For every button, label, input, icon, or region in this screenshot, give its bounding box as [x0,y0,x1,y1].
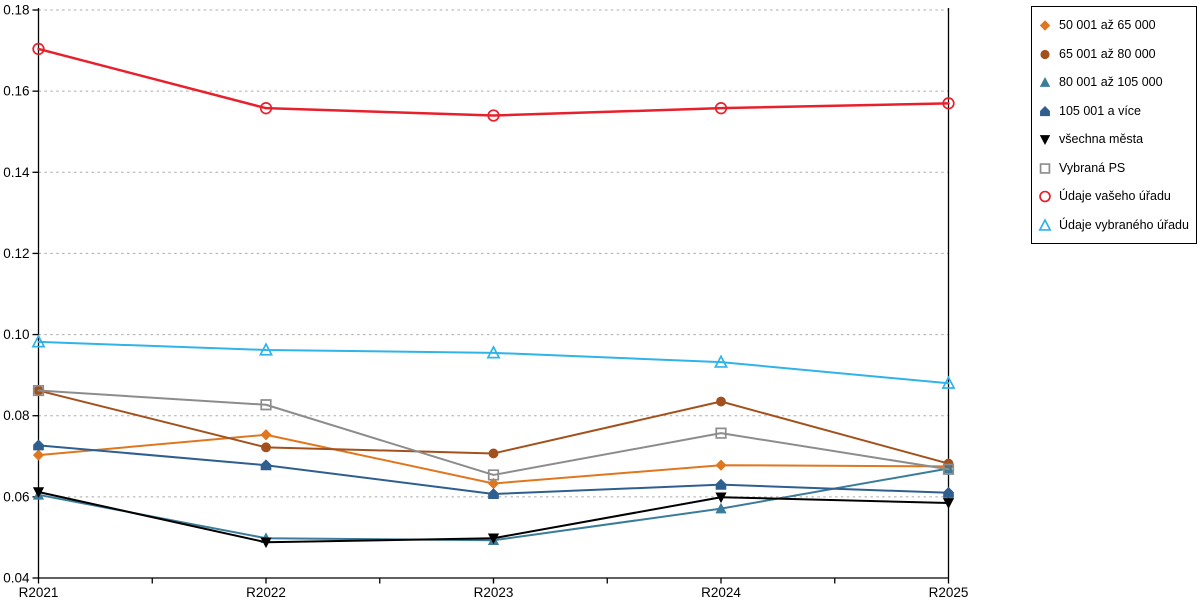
series-marker [715,478,727,490]
series-marker [486,345,501,359]
y-axis-label: 0.16 [3,84,29,99]
series-marker [942,498,955,509]
series-marker [488,488,499,500]
legend-item: Vybraná PS [1038,155,1190,181]
series-line [37,433,950,485]
series-marker [942,462,955,474]
series-marker [487,533,500,545]
legend-item: Údaje vašeho úřadu [1038,183,1190,209]
series-marker [260,399,272,411]
legend-item-label: 80 001 až 105 000 [1059,75,1163,89]
legend-item-label: Vybraná PS [1059,160,1126,175]
legend-item-label: 65 001 až 80 000 [1059,46,1156,61]
chart-legend: 50 001 až 65 000 65 001 až 80 000 80 001… [1031,6,1197,244]
legend-item: 80 001 až 105 000 [1038,69,1190,95]
series-marker [941,375,956,389]
series-marker [487,469,500,481]
y-axis-label: 0.06 [3,489,29,504]
x-axis-label: R2021 [19,585,59,600]
series-marker [1040,49,1050,59]
series-marker [715,502,727,514]
open-square-marker-icon [1039,162,1051,174]
x-axis-label: R2024 [701,585,741,600]
pentagon-marker-icon [1040,105,1050,116]
circle-marker-icon [1040,49,1050,59]
series-marker [715,459,727,471]
legend-item: všechna města [1038,126,1190,152]
series-marker [32,384,45,397]
legend-item: 105 001 a více [1038,98,1190,124]
series-marker [1039,77,1051,88]
legend-item: Údaje vybraného úřadu [1038,212,1190,238]
x-axis-label: R2023 [474,585,514,600]
triangle-down-marker-icon [1039,135,1051,146]
legend-item-label: Údaje vašeho úřadu [1059,189,1171,203]
y-axis-label: 0.18 [3,3,29,18]
series-marker [488,448,499,459]
series-marker [715,492,727,504]
series-marker [260,429,272,441]
series-marker [487,477,500,490]
series-marker [260,537,272,549]
y-axis-label: 0.14 [3,165,30,180]
series-marker [716,396,726,407]
series-marker [1039,162,1051,174]
series-marker [1040,105,1050,116]
series-line [37,340,950,385]
series-marker [32,449,45,461]
y-axis-label: 0.04 [3,571,30,586]
series-marker [260,459,272,471]
y-axis-label: 0.12 [3,246,29,261]
series-marker [258,342,274,356]
series-marker [32,42,45,56]
series-marker [1039,190,1051,203]
series-marker [32,487,45,498]
series-line [37,389,950,476]
diamond-marker-icon [1039,20,1051,31]
series-marker [715,427,727,439]
triangle-marker-icon [1039,77,1051,88]
series-marker [1038,217,1052,231]
open-triangle-marker-icon [1038,217,1052,231]
series-marker [1039,135,1051,146]
series-marker [713,354,729,368]
series-marker [261,442,271,453]
series-marker [714,102,728,115]
y-axis-label: 0.10 [3,327,29,342]
legend-item-label: všechna města [1059,132,1144,146]
series-marker [943,486,954,498]
legend-item-label: Údaje vybraného úřadu [1059,217,1189,232]
series-marker [942,463,955,475]
series-marker [259,102,273,115]
series-marker [1039,20,1051,31]
legend-item-label: 105 001 a více [1059,103,1142,118]
legend-item: 50 001 až 65 000 [1038,12,1190,38]
series-marker [33,439,44,451]
series-marker [487,109,500,122]
series-marker [31,334,46,348]
legend-item-label: 50 001 až 65 000 [1059,18,1156,32]
x-axis-label: R2025 [929,585,969,600]
legend-item: 65 001 až 80 000 [1038,41,1190,67]
open-circle-marker-icon [1039,190,1051,203]
series-marker [942,97,955,110]
y-axis-label: 0.08 [3,408,29,423]
x-axis-label: R2022 [246,585,286,600]
series-line [37,47,950,117]
